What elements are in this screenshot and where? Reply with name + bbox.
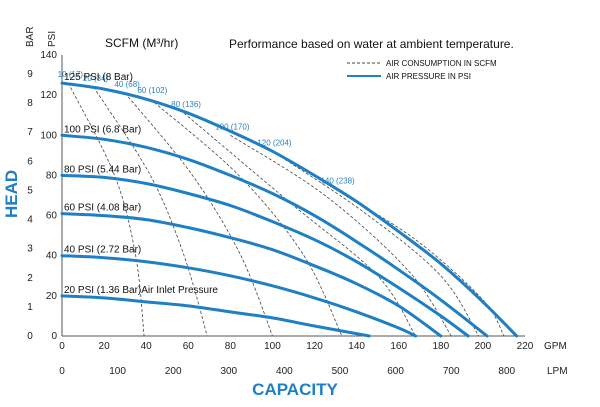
air-consumption-label: 60 (102)	[137, 86, 167, 95]
air-consumption-label: 40 (68)	[114, 80, 140, 89]
legend-air-consumption: AIR CONSUMPTION IN SCFM	[386, 59, 497, 68]
air-consumption-curve	[124, 92, 273, 337]
gpm-tick-label: 0	[59, 341, 65, 352]
gpm-tick-label: 120	[306, 341, 323, 352]
air-consumption-label: 20 (34)	[83, 74, 109, 83]
air-consumption-curve	[67, 82, 145, 337]
lpm-tick-label: 0	[59, 366, 65, 377]
bar-tick-label: 2	[27, 273, 33, 284]
air-pressure-curve	[60, 81, 519, 338]
gpm-tick-label: 140	[348, 341, 365, 352]
air-consumption-label: 140 (238)	[320, 176, 355, 185]
psi-tick-label: 20	[46, 291, 58, 302]
gpm-tick-label: 220	[517, 341, 534, 352]
ticks-layer: 0 20 40 60 80 100 120 140 0 1 2 3 4 5 6 7 8 9 0 20 40 60 80 100…	[27, 50, 534, 377]
bar-unit-label: BAR	[25, 26, 36, 47]
y-axis-title: HEAD	[2, 170, 21, 218]
air-pressure-label: 40 PSI (2.72 Bar)	[64, 245, 141, 256]
lpm-tick-label: 700	[443, 366, 460, 377]
gpm-tick-label: 60	[183, 341, 195, 352]
air-pressure-curve	[60, 133, 489, 338]
air-consumption-label: 80 (136)	[171, 100, 201, 109]
gpm-tick-label: 180	[432, 341, 449, 352]
bar-tick-label: 6	[27, 156, 33, 167]
air-pressure-curve	[60, 294, 371, 338]
air-pressure-label: 60 PSI (4.08 Bar)	[64, 203, 141, 214]
lpm-tick-label: 300	[220, 366, 237, 377]
gpm-tick-label: 160	[390, 341, 407, 352]
psi-tick-label: 120	[40, 90, 57, 101]
pressure-layer	[60, 81, 519, 338]
lpm-tick-label: 200	[165, 366, 182, 377]
lpm-tick-label: 100	[109, 366, 126, 377]
gpm-unit-label: GPM	[544, 341, 567, 352]
gpm-tick-label: 20	[99, 341, 111, 352]
lpm-unit-label: LPM	[547, 366, 568, 377]
gpm-tick-label: 40	[141, 341, 153, 352]
air-pressure-label: 80 PSI (5.44 Bar)	[64, 164, 141, 175]
air-consumption-curve	[230, 134, 452, 337]
air-pressure-curve	[60, 212, 443, 338]
bar-tick-label: 7	[27, 127, 33, 138]
psi-tick-label: 80	[46, 170, 58, 181]
bar-tick-label: 5	[27, 185, 33, 196]
bar-tick-label: 4	[27, 215, 33, 226]
bar-tick-label: 0	[27, 331, 33, 342]
legend: AIR CONSUMPTION IN SCFM AIR PRESSURE IN …	[347, 59, 497, 81]
gpm-tick-label: 200	[475, 341, 492, 352]
legend-air-pressure: AIR PRESSURE IN PSI	[386, 72, 471, 81]
air-pressure-curve	[60, 173, 470, 338]
labels-layer: 10 (17) 20 (34) 40 (68)60 (102) 80 (136) 100…	[58, 70, 355, 296]
lpm-tick-label: 800	[498, 366, 515, 377]
lpm-tick-label: 600	[387, 366, 404, 377]
air-consumption-curve	[335, 189, 505, 337]
air-consumption-curve	[272, 150, 480, 337]
bar-tick-label: 1	[27, 302, 33, 313]
psi-unit-label: PSI	[47, 31, 58, 47]
air-consumption-curve	[93, 86, 208, 337]
air-pressure-label: 20 PSI (1.36 Bar)Air Inlet Pressure	[64, 285, 218, 296]
air-pressure-label: 125 PSI (8 Bar)	[64, 72, 133, 83]
psi-tick-label: 140	[40, 50, 57, 61]
psi-tick-label: 40	[46, 251, 58, 262]
gpm-tick-label: 100	[264, 341, 281, 352]
air-consumption-curve	[150, 98, 343, 337]
psi-tick-label: 100	[40, 130, 57, 141]
air-consumption-label: 10 (17)	[58, 70, 84, 79]
chart-title: Performance based on water at ambient te…	[229, 37, 514, 51]
air-pressure-curve	[60, 254, 418, 338]
bar-tick-label: 8	[27, 98, 33, 109]
lpm-tick-label: 400	[276, 366, 293, 377]
psi-tick-label: 0	[51, 331, 57, 342]
scfm-label: SCFM (M³/hr)	[105, 36, 178, 50]
lpm-tick-label: 500	[332, 366, 349, 377]
gpm-tick-label: 80	[225, 341, 237, 352]
air-consumption-label: 100 (170)	[215, 122, 250, 131]
psi-tick-label: 60	[46, 211, 58, 222]
air-pressure-label: 100 PSI (6.8 Bar)	[64, 124, 141, 135]
bar-tick-label: 3	[27, 244, 33, 255]
bar-tick-label: 9	[27, 69, 33, 80]
air-consumption-label: 120 (204)	[257, 138, 292, 147]
x-axis-title: CAPACITY	[252, 380, 338, 399]
